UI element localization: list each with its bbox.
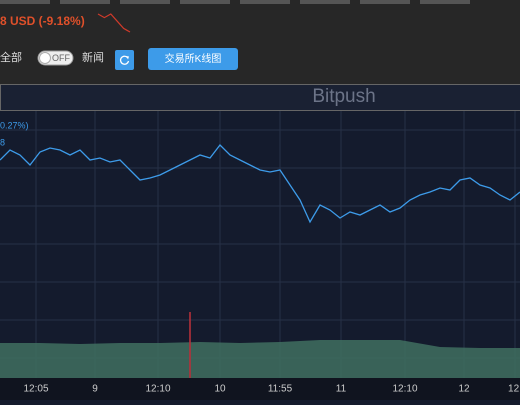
x-tick-label: 9	[92, 384, 98, 395]
tab[interactable]	[0, 0, 50, 4]
watermark: Bitpush	[312, 86, 375, 107]
tab[interactable]	[420, 0, 470, 4]
news-label: 新闻	[82, 50, 104, 64]
x-tick-label: 11:55	[268, 384, 293, 395]
x-tick-label: 12	[458, 384, 470, 395]
legend-change: 0.27%)	[0, 120, 29, 130]
tab[interactable]	[120, 0, 170, 4]
x-tick-label: 10	[214, 384, 226, 395]
refresh-button[interactable]	[115, 50, 134, 70]
price: 8 USD (-9.18%)	[0, 14, 85, 28]
kline-button-label: 交易所K线图	[165, 52, 222, 65]
grid	[0, 130, 520, 358]
x-tick-label: 11	[336, 384, 347, 395]
top-bar	[0, 0, 520, 84]
price-line	[0, 145, 520, 222]
x-axis-band	[0, 378, 520, 400]
toggle-label: OFF	[52, 53, 70, 63]
tab[interactable]	[360, 0, 410, 4]
tab[interactable]	[180, 0, 230, 4]
x-tick-label: 12:10	[145, 384, 170, 395]
filter-all[interactable]: 全部	[0, 50, 22, 64]
legend-value: 8	[0, 137, 5, 147]
chart-header	[1, 85, 520, 111]
x-tick-label: 12:10	[392, 384, 417, 395]
volume-spike	[189, 312, 191, 378]
x-tick-label: 12:05	[23, 384, 48, 395]
x-tick-label: 12:	[508, 384, 520, 395]
tab[interactable]	[300, 0, 350, 4]
toggle-knob	[40, 53, 51, 64]
tab[interactable]	[60, 0, 110, 4]
tab[interactable]	[240, 0, 290, 4]
volume-area	[0, 340, 520, 378]
